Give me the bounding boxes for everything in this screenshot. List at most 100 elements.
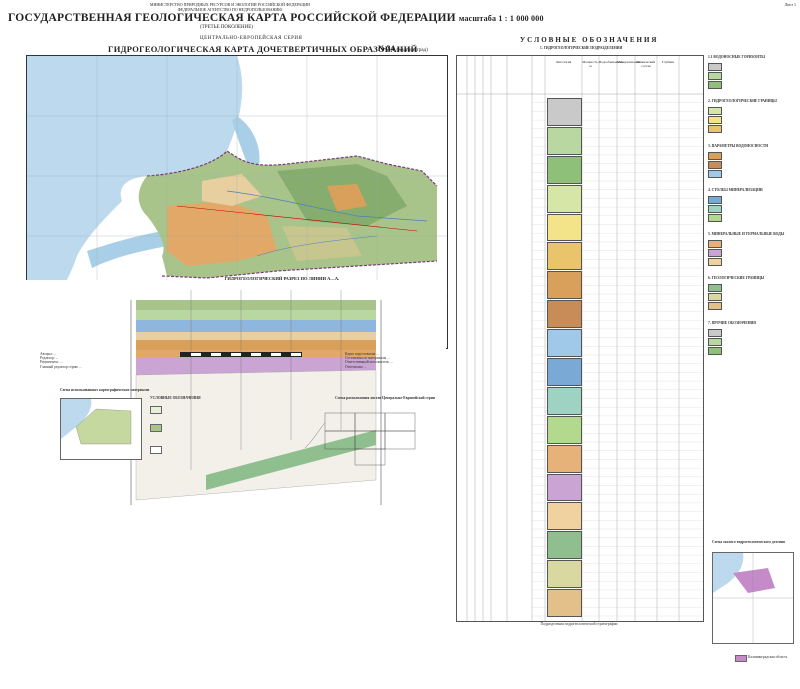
map-title: ГИДРОГЕОЛОГИЧЕСКАЯ КАРТА ДОЧЕТВЕРТИЧНЫХ … — [108, 44, 418, 54]
legend-swatch — [547, 560, 582, 589]
legend-swatch — [547, 98, 582, 126]
legend-swatch — [547, 358, 582, 386]
right-legend-swatch — [708, 107, 722, 116]
right-legend-swatch — [708, 195, 722, 204]
state-border — [161, 260, 438, 279]
right-inset-map — [712, 552, 794, 644]
right-legend-swatch — [708, 249, 722, 258]
legend-swatch — [547, 213, 582, 242]
legend-swatch — [547, 589, 582, 617]
imprint-right: Карта подготовлена ... Составлена по мат… — [345, 352, 445, 369]
left-inset-swatch — [150, 406, 162, 414]
right-legend-swatch — [708, 337, 722, 346]
cross-section-area — [26, 280, 446, 510]
column-header: Глубина — [662, 60, 674, 64]
right-legend-swatch — [708, 151, 722, 160]
legend-swatch — [547, 126, 582, 155]
column-header: Водообильность — [599, 60, 623, 64]
legend-swatch — [547, 502, 582, 531]
right-legend-swatch — [708, 160, 722, 169]
title-text: ГОСУДАРСТВЕННАЯ ГЕОЛОГИЧЕСКАЯ КАРТА РОСС… — [8, 12, 456, 24]
right-legend-section: 6. ГЕОЛОГИЧЕСКИЕ ГРАНИЦЫ — [708, 276, 765, 281]
left-inset-swatch — [150, 446, 162, 454]
center-inset-map — [300, 408, 440, 468]
baltic-sea — [27, 56, 243, 331]
right-legend-list: 1.1 ВОДОНОСНЫЕ ГОРИЗОНТЫ 2. ГИДРОГЕОЛОГИЧ… — [708, 55, 798, 365]
legend-swatch — [547, 329, 582, 357]
legend-swatch — [547, 184, 582, 213]
sheet-name: (Калининград) — [396, 48, 428, 53]
right-inset-swatch — [735, 655, 747, 662]
imprint-left: Авторы: ... Редактор: ... Рецензенты: ..… — [40, 352, 160, 369]
column-header: Мощность, м — [582, 60, 599, 68]
imprint-line: Отпечатано ... — [345, 364, 367, 369]
imprint-line: Авторы: ... — [40, 352, 57, 356]
hydrogeological-map — [27, 56, 447, 348]
imprint-line: Главный редактор серии: ... — [40, 364, 83, 369]
legend-table: Литология Мощность, м Водообильность Мин… — [456, 55, 704, 622]
legend-swatch — [547, 444, 582, 473]
title-scale: масштаба 1 : 1 000 000 — [458, 14, 544, 23]
imprint-line: Ответственный исполнитель ... — [345, 360, 393, 365]
legend-section-1: 1. ГИДРОГЕОЛОГИЧЕСКИЕ ПОДРАЗДЕЛЕНИЯ — [540, 46, 623, 50]
legend-swatch — [547, 242, 582, 271]
right-inset-title: Схема эколого-гидрогеологического делени… — [712, 540, 785, 544]
imprint-line: Редактор: ... — [40, 356, 59, 361]
right-legend-swatch — [708, 213, 722, 222]
page-label: Лист 1 — [784, 2, 796, 7]
river — [256, 235, 378, 257]
right-legend-swatch — [708, 72, 722, 80]
ministry-line: МИНИСТЕРСТВО ПРИРОДНЫХ РЕСУРСОВ И ЭКОЛОГ… — [149, 2, 311, 7]
series: ЦЕНТРАЛЬНО-ЕВРОПЕЙСКАЯ СЕРИЯ — [200, 36, 303, 41]
land-olive-zone — [282, 226, 362, 261]
left-inset-title: Схема использованных картографических ма… — [60, 388, 150, 392]
right-legend-section: 4. СТОЛБЫ МИНЕРАЛИЗАЦИИ — [708, 187, 763, 192]
right-legend-swatch — [708, 81, 722, 89]
right-legend-swatch — [708, 293, 722, 302]
right-legend: 1.1 ВОДОНОСНЫЕ ГОРИЗОНТЫ 2. ГИДРОГЕОЛОГИЧ… — [708, 55, 798, 365]
left-inset-legend-title: УСЛОВНЫЕ ОБОЗНАЧЕНИЯ — [150, 396, 201, 400]
right-legend-swatch — [708, 116, 722, 125]
legend-swatch — [547, 415, 582, 444]
legend-swatch — [547, 155, 582, 184]
right-legend-section: 3. ПАРАМЕТРЫ ВОДОНОСНОСТИ — [708, 143, 769, 148]
column-header: Минерализация — [617, 60, 640, 64]
river — [226, 190, 428, 222]
right-legend-section: 1.1 ВОДОНОСНЫЕ ГОРИЗОНТЫ — [708, 55, 765, 59]
right-legend-section: 5. МИНЕРАЛЬНЫЕ И ТЕРМАЛЬНЫЕ ВОДЫ — [708, 232, 785, 237]
right-legend-swatch — [708, 284, 722, 293]
right-legend-swatch — [708, 346, 722, 355]
land-orange-zone — [167, 201, 277, 266]
map-frame: ГИДРОГЕОЛОГИЧЕСКИЙ РАЗРЕЗ ПО ЛИНИИ А—А₁ — [26, 55, 448, 349]
imprint-line: Составлена по материалам ... — [345, 356, 390, 361]
right-legend-swatch — [708, 258, 722, 267]
legend-title: УСЛОВНЫЕ ОБОЗНАЧЕНИЯ — [520, 36, 659, 44]
section-line — [176, 205, 418, 232]
right-inset-caption: Калининградская область — [748, 655, 788, 659]
center-inset-title: Схема расположения листов Центрально-Евр… — [335, 396, 435, 400]
legend-swatch — [547, 300, 582, 329]
land-tan-zone — [202, 174, 262, 206]
cross-section — [26, 280, 446, 510]
legend-swatch — [547, 271, 582, 300]
right-legend-swatch — [708, 169, 722, 178]
left-inset-swatch — [150, 424, 162, 432]
right-legend-swatch — [708, 125, 722, 134]
sheet-code: N-34 — [378, 44, 395, 53]
right-legend-section: 7. ПРОЧИЕ ОБОЗНАЧЕНИЯ — [708, 320, 756, 325]
left-inset-map — [60, 398, 142, 460]
right-legend-swatch — [708, 240, 722, 249]
sheet-number: N-34 (Калининград) — [378, 44, 428, 53]
page-title: ГОСУДАРСТВЕННАЯ ГЕОЛОГИЧЕСКАЯ КАРТА РОСС… — [8, 12, 544, 24]
land-brown-zone — [327, 184, 367, 211]
right-legend-swatch — [708, 302, 722, 311]
legend-swatch-column — [547, 98, 582, 618]
ministry-header: МИНИСТЕРСТВО ПРИРОДНЫХ РЕСУРСОВ И ЭКОЛОГ… — [120, 2, 340, 12]
section-title: ГИДРОГЕОЛОГИЧЕСКИЙ РАЗРЕЗ ПО ЛИНИИ А—А₁ — [224, 276, 340, 281]
vistula-lagoon — [87, 231, 167, 268]
right-legend-swatch — [708, 63, 722, 71]
imprint-line: Рецензенты: ... — [40, 360, 63, 365]
right-legend-swatch — [708, 328, 722, 337]
right-legend-section: 2. ГИДРОГЕОЛОГИЧЕСКИЕ ГРАНИЦЫ — [708, 99, 777, 104]
column-header: Литология — [555, 60, 572, 64]
